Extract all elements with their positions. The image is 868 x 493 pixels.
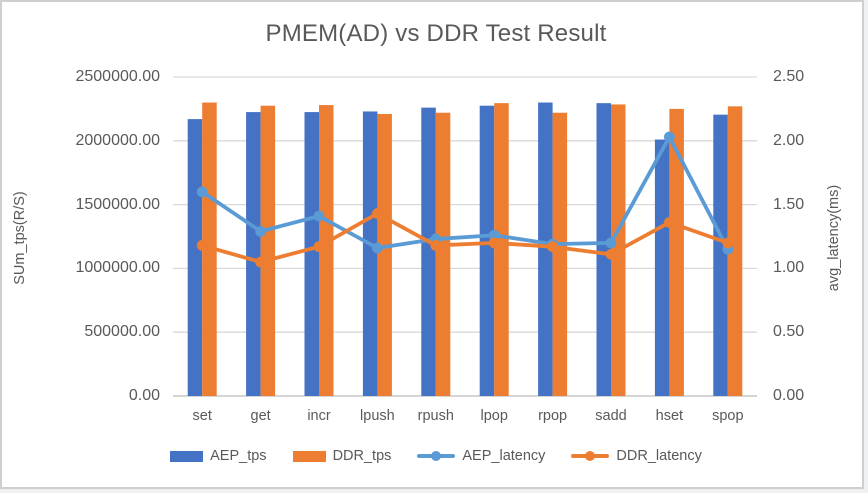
marker-AEP_latency-sadd bbox=[605, 237, 617, 249]
bar-AEP_tps-lpop bbox=[479, 105, 495, 397]
x-axis-label-lpop: lpop bbox=[480, 408, 508, 424]
legend-item-DDR_tps: DDR_tps bbox=[292, 448, 392, 464]
x-axis-label-hset: hset bbox=[655, 408, 684, 424]
legend-item-DDR_latency: DDR_latency bbox=[571, 448, 702, 464]
marker-AEP_latency-hset bbox=[664, 131, 675, 143]
x-axis-label-rpop: rpop bbox=[538, 408, 568, 424]
bar-AEP_tps-set bbox=[187, 119, 203, 396]
legend-item-AEP_tps: AEP_tps bbox=[170, 448, 267, 464]
x-axis-label-rpush: rpush bbox=[417, 408, 454, 424]
x-axis-label-spop: spop bbox=[712, 408, 744, 424]
bar-DDR_tps-lpop bbox=[494, 103, 509, 397]
left-tick-label: 0.00 bbox=[128, 387, 160, 404]
legend-item-AEP_latency: AEP_latency bbox=[417, 448, 545, 464]
bar-DDR_tps-rpush bbox=[435, 112, 451, 396]
bar-DDR_tps-lpush bbox=[377, 114, 392, 396]
chart-title: PMEM(AD) vs DDR Test Result bbox=[265, 20, 607, 47]
x-axis-label-get: get bbox=[250, 408, 271, 424]
bar-AEP_tps-incr bbox=[304, 112, 319, 396]
bar-AEP_tps-get bbox=[246, 112, 261, 396]
right-tick-label: 1.00 bbox=[773, 259, 805, 277]
right-tick-label: 1.50 bbox=[773, 195, 805, 213]
legend-label: AEP_tps bbox=[210, 448, 267, 464]
bar-DDR_tps-spop bbox=[727, 106, 743, 397]
x-axis-label-set: set bbox=[192, 408, 212, 424]
bar-AEP_tps-lpush bbox=[362, 111, 378, 397]
marker-AEP_latency-set bbox=[196, 186, 208, 198]
marker-DDR_latency-sadd bbox=[605, 248, 617, 260]
bar-DDR_tps-hset bbox=[669, 108, 684, 397]
marker-DDR_latency-spop bbox=[722, 237, 734, 249]
line-DDR_latency bbox=[200, 211, 730, 264]
left-tick-label: 500000.00 bbox=[84, 323, 160, 341]
marker-AEP_latency-get bbox=[255, 225, 266, 237]
marker-DDR_latency-get bbox=[255, 256, 266, 268]
bar-DDR_tps-rpop bbox=[552, 112, 568, 396]
legend-line-swatch-icon bbox=[417, 450, 456, 462]
line-AEP_latency bbox=[200, 135, 730, 252]
x-axis-label-lpush: lpush bbox=[360, 408, 395, 424]
left-tick-label: 2500000.00 bbox=[75, 68, 160, 85]
marker-DDR_latency-lpop bbox=[488, 237, 500, 249]
bar-AEP_tps-hset bbox=[654, 139, 670, 397]
bar-DDR_tps-incr bbox=[319, 105, 334, 397]
bar-AEP_tps-spop bbox=[713, 114, 728, 396]
left-tick-label: 1000000.00 bbox=[75, 259, 160, 277]
bar-AEP_tps-rpush bbox=[421, 107, 436, 397]
right-tick-label: 0.00 bbox=[773, 387, 805, 404]
x-axis-label-incr: incr bbox=[307, 408, 331, 424]
marker-DDR_latency-rpush bbox=[430, 240, 442, 251]
bar-DDR_tps-get bbox=[260, 105, 276, 397]
marker-AEP_latency-incr bbox=[313, 210, 325, 222]
legend-label: DDR_latency bbox=[616, 448, 702, 464]
right-tick-label: 2.00 bbox=[773, 131, 805, 149]
legend-label: DDR_tps bbox=[332, 448, 392, 464]
bar-AEP_tps-sadd bbox=[596, 103, 611, 397]
legend: AEP_tps DDR_tps AEP_latency DDR_latency bbox=[2, 448, 862, 464]
legend-line-swatch-icon bbox=[571, 450, 610, 462]
marker-DDR_latency-hset bbox=[664, 217, 675, 228]
right-tick-label: 0.50 bbox=[773, 323, 805, 341]
legend-bar-swatch-icon bbox=[170, 450, 204, 462]
left-tick-label: 2000000.00 bbox=[75, 131, 160, 149]
x-axis-label-sadd: sadd bbox=[595, 408, 627, 424]
marker-AEP_latency-lpop bbox=[488, 229, 500, 241]
marker-DDR_latency-set bbox=[196, 240, 208, 251]
marker-DDR_latency-incr bbox=[313, 241, 325, 253]
legend-bar-swatch-icon bbox=[292, 450, 326, 462]
bar-AEP_tps-rpop bbox=[538, 102, 553, 397]
left-tick-label: 1500000.00 bbox=[75, 195, 160, 213]
right-tick-label: 2.50 bbox=[773, 68, 805, 85]
marker-DDR_latency-lpush bbox=[372, 208, 383, 219]
legend-label: AEP_latency bbox=[462, 448, 546, 464]
marker-AEP_latency-lpush bbox=[372, 242, 383, 254]
marker-DDR_latency-rpop bbox=[547, 241, 558, 253]
